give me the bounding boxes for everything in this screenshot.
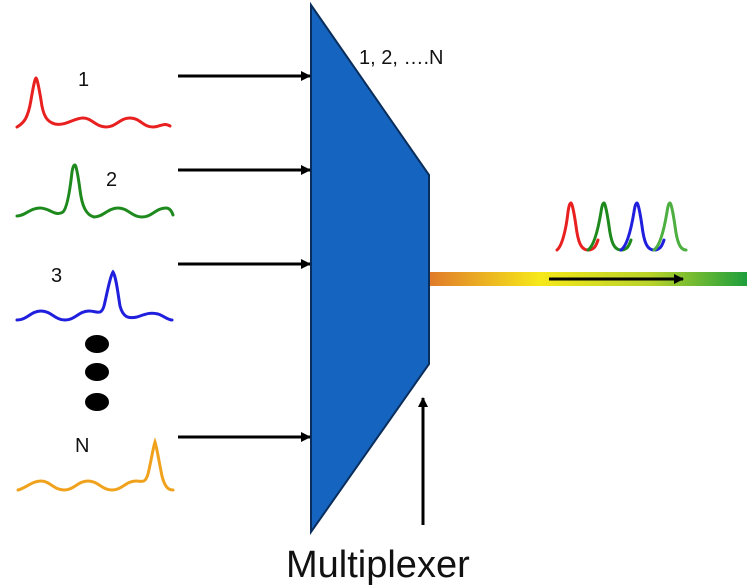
output-signal (555, 201, 688, 252)
output-pulse-4 (652, 201, 688, 252)
input-signal-1 (15, 76, 172, 129)
input-label-1: 1 (78, 69, 89, 91)
input-signal-3 (15, 269, 174, 322)
input-signal-n (16, 437, 175, 492)
multiplexer-label: Multiplexer (286, 544, 470, 586)
continuation-dots-icon (85, 335, 109, 411)
channel-list-label: 1, 2, ….N (359, 47, 443, 69)
input-label-n: N (75, 435, 89, 457)
input-label-2: 2 (106, 169, 117, 191)
multiplexer-block (310, 1, 430, 536)
input-signal-2 (15, 163, 175, 219)
input-label-3: 3 (51, 265, 62, 287)
